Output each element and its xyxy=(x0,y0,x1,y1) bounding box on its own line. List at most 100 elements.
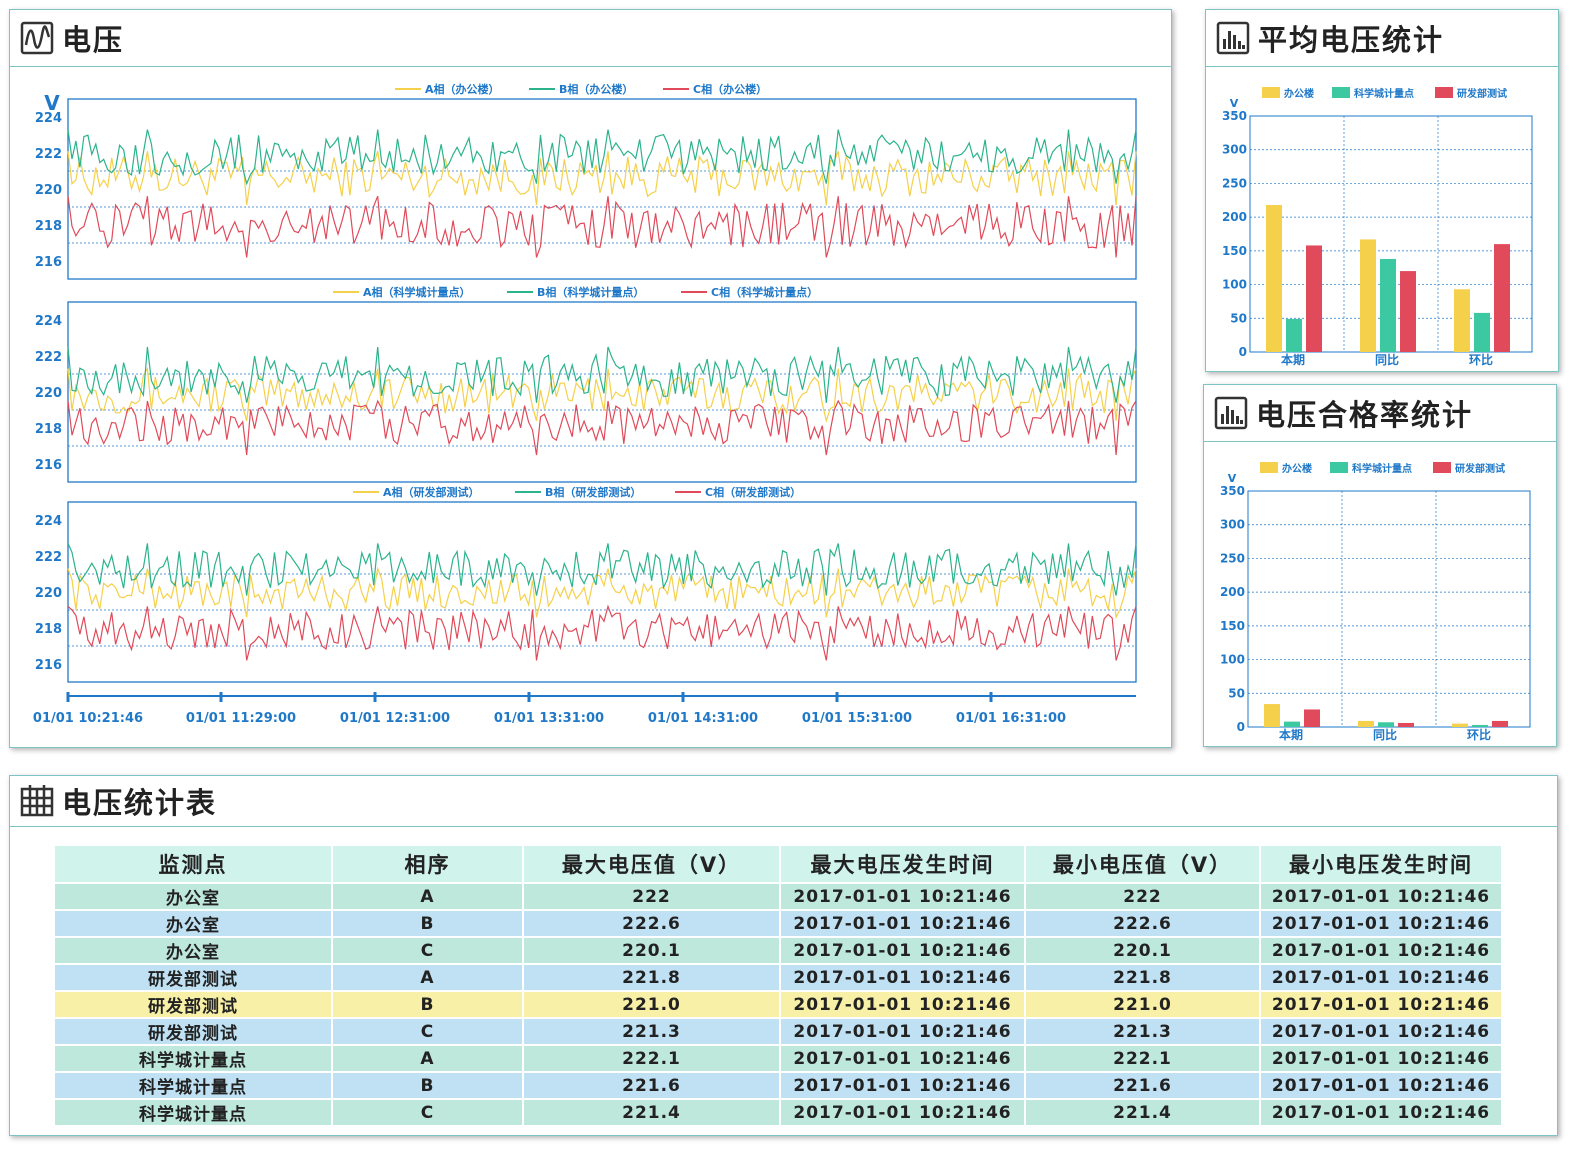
y-tick-label: 150 xyxy=(1222,244,1247,258)
legend-label[interactable]: 科学城计量点 xyxy=(1354,87,1414,100)
y-axis-unit: V xyxy=(1230,97,1239,110)
table-cell-point: 研发部测试 xyxy=(55,963,333,991)
series-line xyxy=(67,604,1137,661)
legend-label[interactable]: 科学城计量点 xyxy=(1352,462,1412,475)
bar[interactable] xyxy=(1358,720,1374,727)
legend-label[interactable]: C相（办公楼） xyxy=(693,82,767,96)
legend-label[interactable]: B相（办公楼） xyxy=(559,82,633,96)
table-cell-phase: C xyxy=(332,936,524,964)
bar[interactable] xyxy=(1398,722,1414,727)
legend-label[interactable]: B相（研发部测试） xyxy=(545,485,641,499)
bar[interactable] xyxy=(1452,723,1468,727)
bar[interactable] xyxy=(1378,722,1394,727)
legend-label[interactable]: C相（科学城计量点） xyxy=(711,285,818,299)
series-line xyxy=(67,399,1137,456)
bar[interactable] xyxy=(1304,709,1320,727)
series-line xyxy=(67,543,1137,596)
x-tick-label: 01/01 13:31:00 xyxy=(494,711,604,726)
table-cell-max-time: 2017-01-01 10:21:46 xyxy=(780,990,1026,1018)
bar[interactable] xyxy=(1264,704,1280,727)
table-cell-max: 221.8 xyxy=(523,963,781,991)
legend-label[interactable]: 办公楼 xyxy=(1284,87,1314,100)
x-tick-label: 本期 xyxy=(1279,727,1303,742)
y-tick-label: 224 xyxy=(35,514,62,529)
col-header-min-time[interactable]: 最小电压发生时间 xyxy=(1260,846,1503,883)
voltage-table-panel-title: 电压统计表 xyxy=(62,786,218,820)
table-row[interactable]: 科学城计量点 B 221.6 2017-01-01 10:21:46 221.6 2017… xyxy=(55,1071,1503,1099)
legend-label[interactable]: A相（研发部测试） xyxy=(383,485,480,499)
table-cell-min-time: 2017-01-01 10:21:46 xyxy=(1260,909,1503,937)
legend-label[interactable]: 办公楼 xyxy=(1282,462,1312,475)
table-cell-phase: B xyxy=(332,909,524,937)
legend-label[interactable]: A相（科学城计量点） xyxy=(363,285,471,299)
y-tick-label: 350 xyxy=(1222,109,1247,123)
voltage-table-panel: 电压统计表 监测点 相序 最大电压值（V） 最大电压发生时间 最小电压值（V） … xyxy=(9,775,1558,1136)
x-tick-label: 01/01 11:29:00 xyxy=(186,711,296,726)
table-row[interactable]: 科学城计量点 A 222.1 2017-01-01 10:21:46 222.1 2017… xyxy=(55,1044,1503,1072)
bar[interactable] xyxy=(1474,312,1490,352)
y-tick-label: 220 xyxy=(35,183,62,198)
x-tick-label: 01/01 14:31:00 xyxy=(648,711,758,726)
legend-label[interactable]: 研发部测试 xyxy=(1455,462,1505,475)
table-row[interactable]: 研发部测试 C 221.3 2017-01-01 10:21:46 221.3 2017-… xyxy=(55,1017,1503,1045)
avg-voltage-bar-chart: V 办公楼 科学城计量点 研发部测试 0 50 100 150 200 250 300 350 本期 同比… xyxy=(1222,87,1533,367)
y-tick-label: 220 xyxy=(35,586,62,601)
legend-label[interactable]: B相（科学城计量点） xyxy=(537,285,644,299)
bar[interactable] xyxy=(1306,245,1322,352)
table-cell-min: 221.6 xyxy=(1025,1071,1261,1099)
voltage-stats-table: 监测点 相序 最大电压值（V） 最大电压发生时间 最小电压值（V） 最小电压发生… xyxy=(55,846,1503,1125)
y-tick-label: 200 xyxy=(1220,585,1245,599)
y-tick-label: 50 xyxy=(1230,311,1247,325)
y-tick-label: 50 xyxy=(1228,686,1245,700)
table-cell-min-time: 2017-01-01 10:21:46 xyxy=(1260,882,1503,910)
bar[interactable] xyxy=(1380,258,1396,352)
bar[interactable] xyxy=(1284,721,1300,727)
table-row[interactable]: 办公室 C 220.1 2017-01-01 10:21:46 220.1 2017-01… xyxy=(55,936,1503,964)
y-tick-label: 0 xyxy=(1237,720,1245,734)
plot-area-frame xyxy=(1247,490,1531,728)
y-tick-label: 218 xyxy=(35,422,62,437)
col-header-min[interactable]: 最小电压值（V） xyxy=(1025,846,1261,883)
table-cell-min: 222 xyxy=(1025,882,1261,910)
table-cell-phase: A xyxy=(332,963,524,991)
x-tick-label: 环比 xyxy=(1467,727,1491,742)
bar[interactable] xyxy=(1472,724,1488,727)
bar[interactable] xyxy=(1494,244,1510,352)
bar[interactable] xyxy=(1492,720,1508,727)
col-header-point[interactable]: 监测点 xyxy=(55,846,333,883)
table-row[interactable]: 研发部测试 A 221.8 2017-01-01 10:21:46 221.8 2017-… xyxy=(55,963,1503,991)
col-header-phase[interactable]: 相序 xyxy=(332,846,524,883)
bar[interactable] xyxy=(1454,289,1470,352)
series-line xyxy=(67,129,1137,186)
bar[interactable] xyxy=(1286,318,1302,352)
pass-rate-panel-header: 电压合格率统计 xyxy=(1204,385,1556,442)
pass-rate-bar-chart: V 办公楼 科学城计量点 研发部测试 0 50 100 150 200 250 300 350 本期 同比… xyxy=(1220,462,1531,742)
table-cell-min-time: 2017-01-01 10:21:46 xyxy=(1260,1044,1503,1072)
bar[interactable] xyxy=(1360,239,1376,352)
bar-chart-icon xyxy=(1214,396,1248,430)
legend-label[interactable]: 研发部测试 xyxy=(1457,87,1507,100)
table-cell-phase: B xyxy=(332,990,524,1018)
col-header-max[interactable]: 最大电压值（V） xyxy=(523,846,781,883)
bar[interactable] xyxy=(1266,205,1282,352)
x-tick-label: 01/01 15:31:00 xyxy=(802,711,912,726)
table-cell-min-time: 2017-01-01 10:21:46 xyxy=(1260,963,1503,991)
legend-label[interactable]: C相（研发部测试） xyxy=(705,485,801,499)
table-row[interactable]: 办公室 B 222.6 2017-01-01 10:21:46 222.6 2017-01… xyxy=(55,909,1503,937)
table-row[interactable]: 研发部测试 B 221.0 2017-01-01 10:21:46 221.0 2017-… xyxy=(55,990,1503,1018)
waveform-icon xyxy=(20,21,54,55)
y-tick-label: 216 xyxy=(35,255,62,270)
table-cell-phase: C xyxy=(332,1017,524,1045)
voltage-panel-header: 电压 xyxy=(10,10,1171,67)
table-row[interactable]: 办公室 A 222 2017-01-01 10:21:46 222 2017-01-01 … xyxy=(55,882,1503,910)
avg-voltage-panel: 平均电压统计 V 办公楼 科学城计量点 研发部测试 0 50 100 150 200 250 300… xyxy=(1205,9,1559,372)
legend-label[interactable]: A相（办公楼） xyxy=(425,82,500,96)
series-line xyxy=(67,150,1137,206)
table-cell-point: 科学城计量点 xyxy=(55,1044,333,1072)
col-header-max-time[interactable]: 最大电压发生时间 xyxy=(780,846,1026,883)
table-row[interactable]: 科学城计量点 C 221.4 2017-01-01 10:21:46 221.4 2017… xyxy=(55,1098,1503,1125)
table-cell-phase: A xyxy=(332,1044,524,1072)
bar[interactable] xyxy=(1400,271,1416,352)
table-cell-max: 221.0 xyxy=(523,990,781,1018)
table-cell-min: 222.1 xyxy=(1025,1044,1261,1072)
